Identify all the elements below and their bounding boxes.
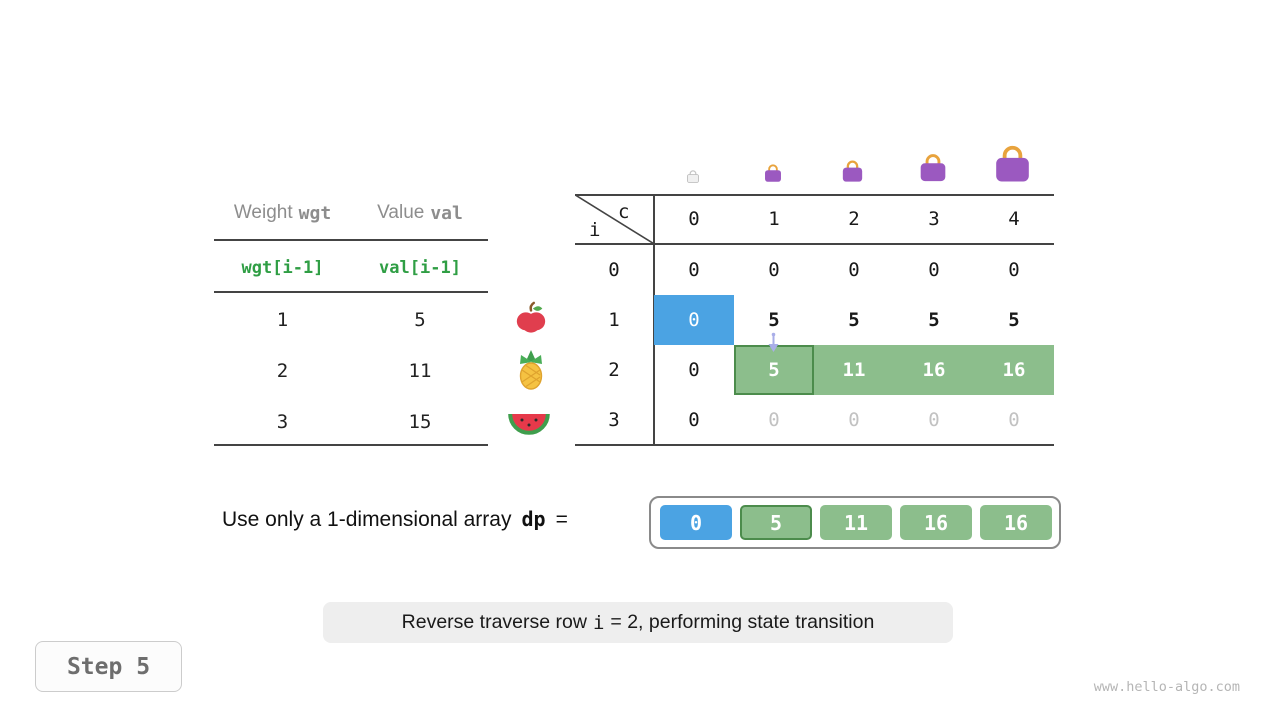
corner-row-axis-label: i bbox=[589, 219, 601, 241]
bag-capacity-3-icon bbox=[916, 152, 950, 188]
item2-value: 11 bbox=[408, 360, 432, 382]
items-table-divider-mid bbox=[214, 291, 488, 293]
dp-col-header-2: 2 bbox=[848, 208, 860, 230]
dp-col-header-0: 0 bbox=[688, 208, 700, 230]
bag-capacity-1-icon bbox=[762, 163, 784, 188]
watermark-url: www.hello-algo.com bbox=[1093, 679, 1240, 695]
watermelon-icon bbox=[508, 404, 550, 443]
bag-capacity-0-icon bbox=[685, 169, 701, 189]
dp-highlight-blue-cell bbox=[654, 295, 734, 345]
dp-cell-2-2: 11 bbox=[842, 359, 866, 381]
dp-cell-3-2: 0 bbox=[848, 409, 860, 431]
dp-cell-1-1: 5 bbox=[768, 309, 780, 331]
bag-capacity-4-icon bbox=[990, 143, 1035, 189]
dp-row-header-3: 3 bbox=[608, 409, 620, 431]
dp-cell-2-3: 16 bbox=[922, 359, 946, 381]
val-formula-cell: val[i-1] bbox=[379, 258, 461, 278]
array-cell-3: 16 bbox=[900, 505, 972, 540]
dp-table-corner-diagonal bbox=[574, 194, 654, 249]
apple-icon bbox=[514, 301, 548, 340]
weight-column-header: Weight wgt bbox=[210, 199, 355, 227]
caption-post-text: = 2, performing state transition bbox=[610, 611, 875, 633]
dp-row-header-0: 0 bbox=[608, 259, 620, 281]
dp-col-header-4: 4 bbox=[1008, 208, 1020, 230]
array-label-text: Use only a 1-dimensional array bbox=[222, 508, 512, 531]
caption-banner: Reverse traverse row i = 2, performing s… bbox=[323, 602, 953, 643]
item2-weight: 2 bbox=[276, 360, 289, 382]
corner-col-axis-label: c bbox=[618, 201, 630, 223]
caption-code-i: i bbox=[592, 611, 605, 634]
item1-value: 5 bbox=[414, 309, 426, 331]
dp-cell-0-3: 0 bbox=[928, 259, 940, 281]
dp-cell-0-0: 0 bbox=[688, 259, 700, 281]
dp-cell-2-1: 5 bbox=[768, 359, 780, 381]
array-cell-4: 16 bbox=[980, 505, 1052, 540]
dp-table-bottom-border bbox=[575, 444, 1054, 446]
val-code-text: val bbox=[430, 202, 463, 224]
array-cell-2: 11 bbox=[820, 505, 892, 540]
wgt-code-text: wgt bbox=[298, 202, 332, 224]
array-label: Use only a 1-dimensional array dp = bbox=[222, 507, 568, 532]
dp-code-text: dp bbox=[521, 507, 546, 531]
dp-cell-2-0: 0 bbox=[688, 359, 700, 381]
dp-cell-1-4: 5 bbox=[1008, 309, 1020, 331]
equals-sign: = bbox=[555, 508, 568, 531]
array-cell-1: 5 bbox=[740, 505, 812, 540]
dp-array-box: 0 5 11 16 16 bbox=[649, 496, 1061, 549]
dp-highlight-green-strip bbox=[814, 345, 1054, 395]
dp-cell-3-0: 0 bbox=[688, 409, 700, 431]
items-table-divider-bottom bbox=[214, 444, 488, 446]
dp-cell-3-3: 0 bbox=[928, 409, 940, 431]
dp-row-header-1: 1 bbox=[608, 309, 620, 331]
bag-capacity-2-icon bbox=[839, 159, 866, 188]
dp-col-header-1: 1 bbox=[768, 208, 780, 230]
value-header-text: Value bbox=[377, 202, 425, 223]
dp-cell-0-2: 0 bbox=[848, 259, 860, 281]
dp-cell-1-0: 0 bbox=[688, 309, 700, 331]
value-column-header: Value val bbox=[355, 199, 485, 227]
dp-table-header-border bbox=[575, 243, 1054, 245]
wgt-formula-cell: wgt[i-1] bbox=[241, 258, 324, 278]
item1-weight: 1 bbox=[276, 309, 289, 331]
array-cell-0: 0 bbox=[660, 505, 732, 540]
dp-table-top-border bbox=[575, 194, 1054, 196]
transition-down-arrow-icon bbox=[767, 332, 780, 358]
item3-value: 15 bbox=[408, 411, 432, 433]
dp-cell-0-4: 0 bbox=[1008, 259, 1020, 281]
weight-header-text: Weight bbox=[233, 202, 293, 223]
dp-cell-3-4: 0 bbox=[1008, 409, 1020, 431]
dp-cell-3-1: 0 bbox=[768, 409, 780, 431]
step-indicator: Step 5 bbox=[35, 641, 182, 692]
dp-cell-1-2: 5 bbox=[848, 309, 860, 331]
caption-pre-text: Reverse traverse row bbox=[401, 611, 587, 633]
dp-col-header-3: 3 bbox=[928, 208, 940, 230]
dp-table-vertical-border bbox=[653, 194, 655, 445]
dp-row-header-2: 2 bbox=[608, 359, 620, 381]
items-table-divider-top bbox=[214, 239, 488, 241]
dp-cell-1-3: 5 bbox=[928, 309, 940, 331]
item3-weight: 3 bbox=[276, 411, 289, 433]
dp-cell-2-4: 16 bbox=[1002, 359, 1026, 381]
dp-cell-0-1: 0 bbox=[768, 259, 780, 281]
pineapple-icon bbox=[513, 349, 549, 396]
